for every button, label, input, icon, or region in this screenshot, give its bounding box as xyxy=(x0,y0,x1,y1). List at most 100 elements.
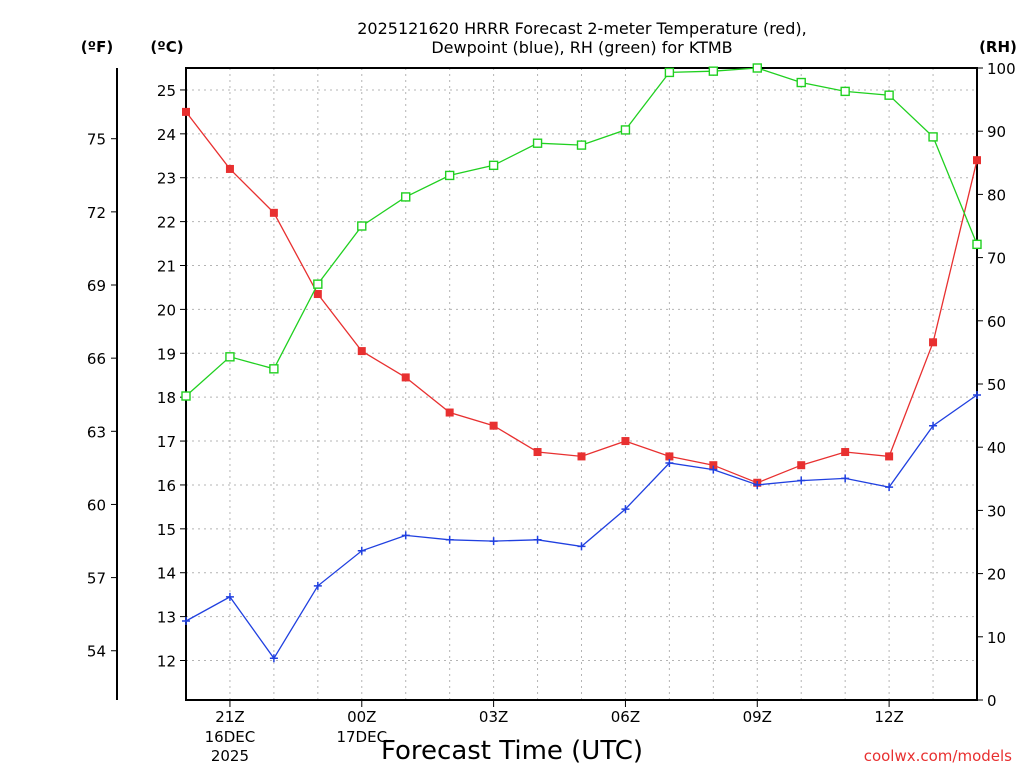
celsius-tick-label: 15 xyxy=(157,521,176,539)
data-point xyxy=(576,140,587,150)
data-point xyxy=(972,239,982,250)
chart-title: 2025121620 HRRR Forecast 2-meter Tempera… xyxy=(357,19,807,57)
data-point xyxy=(929,338,938,347)
data-point xyxy=(973,390,981,399)
data-point xyxy=(577,452,586,461)
rh-tick-label: 80 xyxy=(987,186,1006,204)
data-point xyxy=(665,459,674,467)
rh-tick-label: 70 xyxy=(987,250,1006,268)
data-point xyxy=(357,347,366,356)
data-point xyxy=(401,192,411,202)
celsius-tick-label: 12 xyxy=(157,653,176,671)
data-point xyxy=(708,66,719,76)
title-line-1: 2025121620 HRRR Forecast 2-meter Tempera… xyxy=(357,19,807,38)
data-point xyxy=(445,535,454,544)
data-point xyxy=(928,132,938,142)
celsius-tick-label: 14 xyxy=(157,565,176,583)
celsius-unit-label: (ºC) xyxy=(150,38,183,56)
celsius-tick-label: 18 xyxy=(157,389,176,407)
fahrenheit-tick-label: 72 xyxy=(87,204,106,222)
celsius-tick-label: 16 xyxy=(157,477,176,495)
celsius-tick-label: 19 xyxy=(157,345,176,363)
x-tick-label-time: 09Z xyxy=(743,708,772,726)
plot-frame xyxy=(185,67,978,701)
celsius-tick-label: 24 xyxy=(157,126,176,144)
data-point xyxy=(797,476,806,485)
celsius-tick-label: 21 xyxy=(157,258,176,276)
data-point xyxy=(884,90,894,100)
x-tick-label-time: 00Z xyxy=(347,708,376,726)
data-point xyxy=(225,164,234,173)
tick-labels: 12 13 14 15 16 17 18 19 20 21 22 23 24 25 54 57 60 63 66 69… xyxy=(87,60,1016,765)
data-point xyxy=(357,221,367,231)
data-point xyxy=(885,452,894,461)
data-point xyxy=(269,364,279,374)
data-point xyxy=(929,421,938,430)
data-point xyxy=(885,483,894,492)
rh-tick-label: 50 xyxy=(987,376,1006,394)
fahrenheit-tick-label: 63 xyxy=(87,423,106,441)
fahrenheit-unit-label: (ºF) xyxy=(81,38,113,56)
data-point xyxy=(313,581,322,590)
data-point xyxy=(533,535,542,544)
data-point xyxy=(752,63,762,73)
fahrenheit-tick-label: 66 xyxy=(87,350,106,368)
series-1 xyxy=(182,390,981,663)
data-point xyxy=(840,86,850,97)
data-point xyxy=(225,352,235,362)
data-point xyxy=(489,421,498,430)
data-point xyxy=(973,156,981,165)
fahrenheit-tick-label: 60 xyxy=(87,496,106,514)
data-point xyxy=(313,290,322,299)
fahrenheit-tick-label: 57 xyxy=(87,570,106,588)
data-point xyxy=(753,480,762,489)
data-point xyxy=(181,391,191,401)
rh-tick-label: 60 xyxy=(987,313,1006,331)
data-point xyxy=(665,452,674,461)
data-point xyxy=(796,77,806,88)
x-axis-label: Forecast Time (UTC) xyxy=(381,736,643,766)
data-point xyxy=(709,465,718,474)
data-point xyxy=(401,373,410,382)
chart-axes xyxy=(111,67,983,707)
x-tick-label-date: 16DEC xyxy=(205,728,256,746)
celsius-tick-label: 23 xyxy=(157,170,176,188)
x-tick-label-year: 2025 xyxy=(211,747,249,765)
data-point xyxy=(225,592,234,601)
credit-label: coolwx.com/models xyxy=(864,747,1012,765)
x-tick-label-time: 06Z xyxy=(611,708,640,726)
x-tick-label-time: 12Z xyxy=(874,708,903,726)
celsius-tick-label: 22 xyxy=(157,214,176,232)
data-point xyxy=(444,170,455,181)
rh-tick-label: 100 xyxy=(987,60,1016,78)
data-point xyxy=(620,125,631,135)
grid-lines xyxy=(186,68,977,700)
data-point xyxy=(357,546,366,555)
data-point xyxy=(577,542,586,551)
data-point xyxy=(533,448,542,457)
x-tick-label-date: 17DEC xyxy=(336,728,387,746)
celsius-tick-label: 25 xyxy=(157,82,176,100)
fahrenheit-tick-label: 75 xyxy=(87,131,106,149)
data-point xyxy=(445,408,454,417)
rh-tick-label: 10 xyxy=(987,629,1006,647)
title-line-2: Dewpoint (blue), RH (green) for KTMB xyxy=(431,38,732,57)
data-point xyxy=(709,461,718,470)
data-point xyxy=(532,138,543,148)
data-point xyxy=(489,537,498,546)
data-point xyxy=(182,107,190,116)
data-point xyxy=(269,208,278,217)
celsius-tick-label: 17 xyxy=(157,433,176,451)
fahrenheit-tick-label: 54 xyxy=(87,643,106,661)
fahrenheit-tick-label: 69 xyxy=(87,277,106,295)
celsius-tick-label: 20 xyxy=(157,301,176,319)
rh-unit-label: (RH) xyxy=(979,38,1017,56)
celsius-tick-label: 13 xyxy=(157,609,176,627)
rh-tick-label: 90 xyxy=(987,123,1006,141)
series-layer xyxy=(181,63,982,663)
data-point xyxy=(182,617,190,625)
data-point xyxy=(841,448,850,457)
data-point xyxy=(621,437,630,446)
rh-tick-label: 20 xyxy=(987,566,1006,584)
x-tick-label-time: 03Z xyxy=(479,708,508,726)
